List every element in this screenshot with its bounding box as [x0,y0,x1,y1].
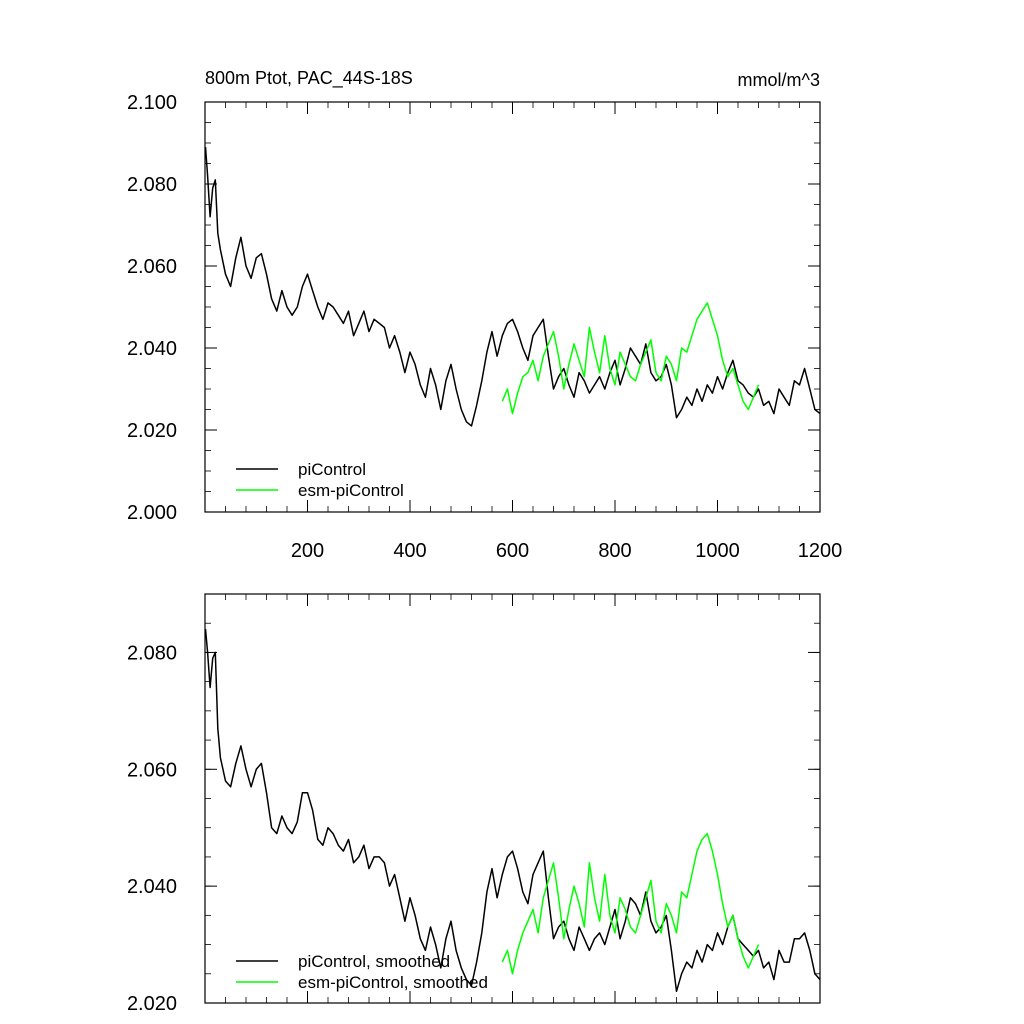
top-legend: piControl esm-piControl [236,460,404,500]
bottom-axis-ticks: 2.020 2.040 2.060 2.080 [127,593,821,1015]
x-tick-label: 800 [598,540,631,562]
top-axis-ticks: 2.000 2.020 2.040 2.060 2.080 2.100 200 400 600 8… [127,92,842,562]
legend-label-esm-picontrol: esm-piControl [298,481,404,500]
bottom-series-lines [205,629,820,993]
legend-label-picontrol-smoothed: piControl, smoothed [298,952,450,971]
y-tick-label: 2.040 [127,876,177,898]
legend-label-esm-picontrol-smoothed: esm-piControl, smoothed [298,973,488,992]
y-tick-label: 2.100 [127,92,177,114]
y-tick-label: 2.080 [127,174,177,196]
x-tick-label: 200 [291,540,324,562]
bottom-legend: piControl, smoothed esm-piControl, smoot… [236,952,488,992]
top-chart-panel: 800m Ptot, PAC_44S-18S mmol/m^3 2.0002.0… [127,68,842,562]
x-tick-label: 400 [393,540,426,562]
y-tick-label: 2.060 [127,759,177,781]
top-plot-frame [204,101,821,513]
x-tick-label: 600 [496,540,529,562]
y-tick-label: 2.080 [127,642,177,664]
y-tick-label: 2.020 [127,420,177,442]
y-tick-label: 2.000 [127,502,177,524]
x-tick-label: 1200 [798,540,843,562]
series-line-1 [501,832,760,975]
y-tick-label: 2.040 [127,338,177,360]
chart-units: mmol/m^3 [738,70,820,90]
top-series-lines [205,147,820,427]
series-line-1 [501,302,760,415]
x-tick-label: 1000 [695,540,740,562]
chart-title: 800m Ptot, PAC_44S-18S [205,68,413,89]
y-tick-label: 2.060 [127,256,177,278]
series-line-0 [205,629,820,993]
y-tick-label: 2.020 [127,993,177,1015]
legend-label-picontrol: piControl [298,460,366,479]
series-line-0 [205,147,820,427]
bottom-chart-panel: 2.020 2.040 2.060 2.080 piControl, smoothed… [127,593,821,1015]
bottom-plot-frame [204,593,821,1004]
